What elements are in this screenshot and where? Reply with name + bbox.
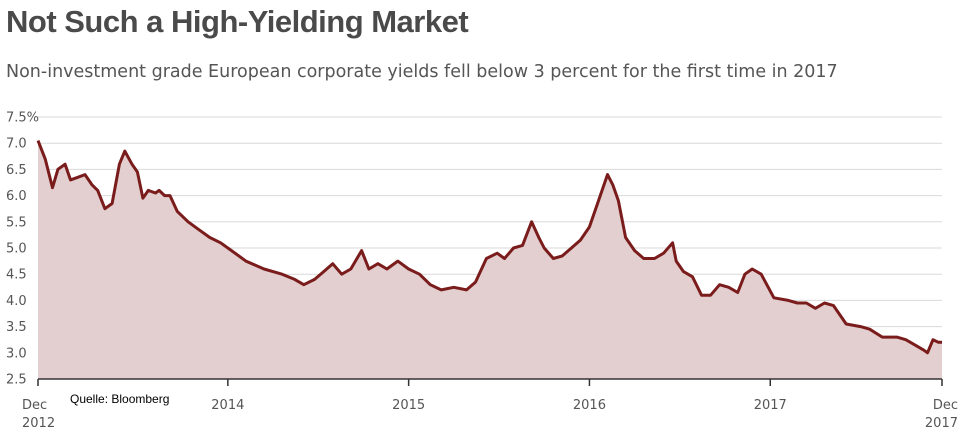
source-note: Quelle: Bloomberg bbox=[70, 392, 170, 406]
x-tick-year-label: 2012 bbox=[22, 416, 55, 431]
y-tick-label: 5.5 bbox=[6, 215, 27, 230]
yield-series-line bbox=[36, 140, 942, 355]
y-tick-label: 6.0 bbox=[6, 189, 27, 204]
x-tick-label: Dec bbox=[933, 398, 958, 413]
x-tick-label: 2016 bbox=[573, 398, 606, 413]
y-tick-label: 6.5 bbox=[6, 163, 27, 178]
y-tick-label: 3.5 bbox=[6, 320, 27, 335]
x-tick-year-label: 2017 bbox=[925, 416, 958, 431]
x-tick-label: 2017 bbox=[754, 398, 787, 413]
y-tick-label: 7.0 bbox=[6, 137, 27, 152]
chart-title: Not Such a High-Yielding Market bbox=[6, 4, 469, 39]
x-tick-label: 2015 bbox=[392, 398, 425, 413]
y-tick-label: 2.5 bbox=[6, 373, 27, 388]
x-tick-label: Dec bbox=[22, 398, 47, 413]
y-tick-label: 4.0 bbox=[6, 294, 27, 309]
y-tick-label: 4.5 bbox=[6, 268, 27, 283]
y-tick-label: 3.0 bbox=[6, 346, 27, 361]
y-tick-label: 5.0 bbox=[6, 242, 27, 257]
yield-area-fill bbox=[38, 140, 942, 379]
y-axis-ticks: 7.5% 7.0 6.5 6.0 5.5 5.0 4.5 4.0 3.5 3.0 2.5 bbox=[6, 111, 39, 388]
chart-subtitle: Non-investment grade European corporate … bbox=[6, 62, 838, 82]
y-tick-label: 7.5% bbox=[6, 111, 39, 126]
x-tick-label: 2014 bbox=[211, 398, 244, 413]
x-axis-ticks: Dec 2012 2014 2015 2016 2017 Dec 2017 bbox=[22, 379, 958, 431]
